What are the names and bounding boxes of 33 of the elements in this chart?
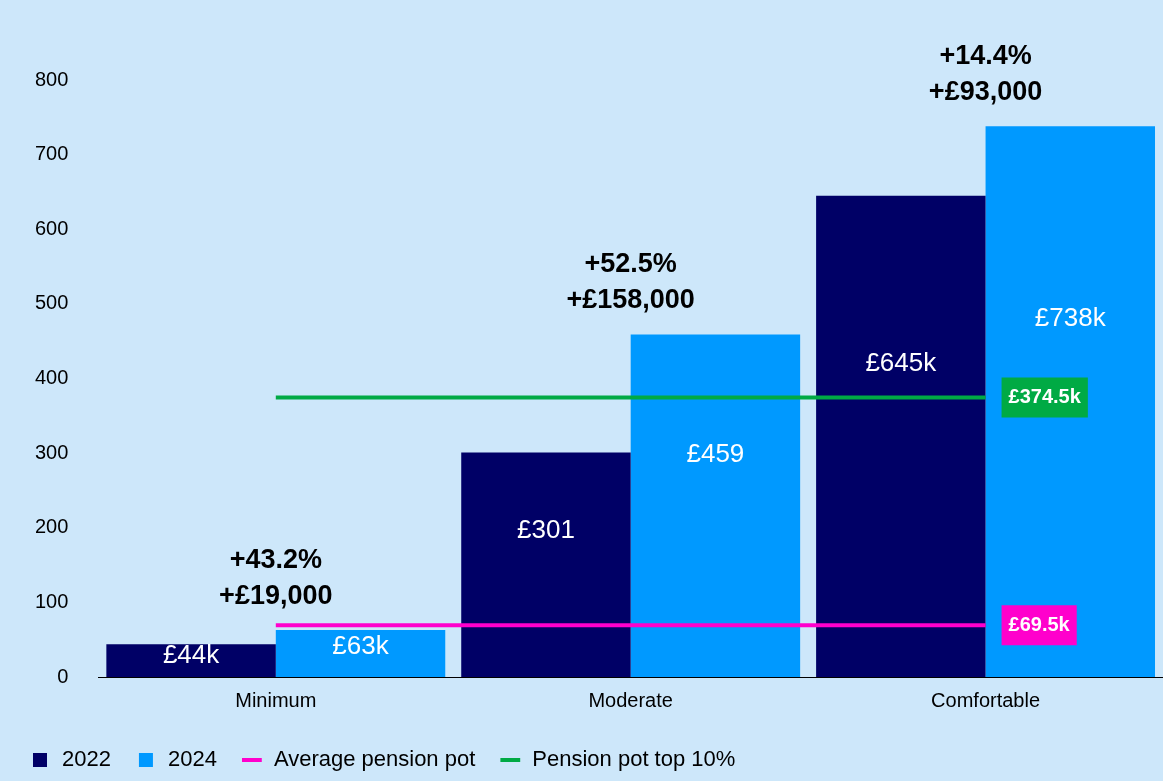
- legend-label: Pension pot top 10%: [532, 746, 736, 772]
- data-label: £301: [517, 514, 575, 545]
- annotation: +14.4% +£93,000: [928, 40, 1043, 107]
- data-label: £44k: [162, 638, 221, 669]
- data-label: £69.5k: [1008, 612, 1071, 635]
- data-label: £645k: [865, 347, 938, 378]
- bar: [630, 334, 801, 677]
- bar: [816, 195, 986, 677]
- bar: [106, 644, 276, 677]
- y-tick-label: 0: [57, 664, 69, 687]
- y-tick-label: 100: [34, 589, 69, 612]
- y-tick-label: 300: [34, 440, 69, 463]
- x-tick-label: Minimum: [235, 688, 317, 711]
- annotation: +52.5% +£158,000: [566, 248, 695, 315]
- x-tick-label: Moderate: [588, 688, 673, 711]
- legend-label: 2024: [167, 746, 217, 772]
- y-tick-label: 700: [34, 142, 69, 165]
- y-tick-label: 200: [34, 515, 69, 538]
- bar: [275, 629, 446, 677]
- data-label: £459: [686, 437, 745, 468]
- data-label: £63k: [332, 629, 390, 660]
- legend-label: Average pension pot: [273, 746, 476, 772]
- y-tick-label: 800: [34, 67, 69, 90]
- annotation: +43.2% +£19,000: [219, 543, 333, 610]
- data-label: £374.5k: [1008, 385, 1082, 408]
- bar: [985, 126, 1156, 677]
- y-tick-label: 600: [34, 216, 69, 239]
- x-tick-label: Comfortable: [931, 688, 1041, 711]
- legend-label: 2022: [62, 746, 111, 772]
- bar: [461, 452, 631, 677]
- data-label: £738k: [1034, 302, 1107, 333]
- y-tick-label: 400: [34, 366, 69, 389]
- y-tick-label: 500: [34, 291, 69, 314]
